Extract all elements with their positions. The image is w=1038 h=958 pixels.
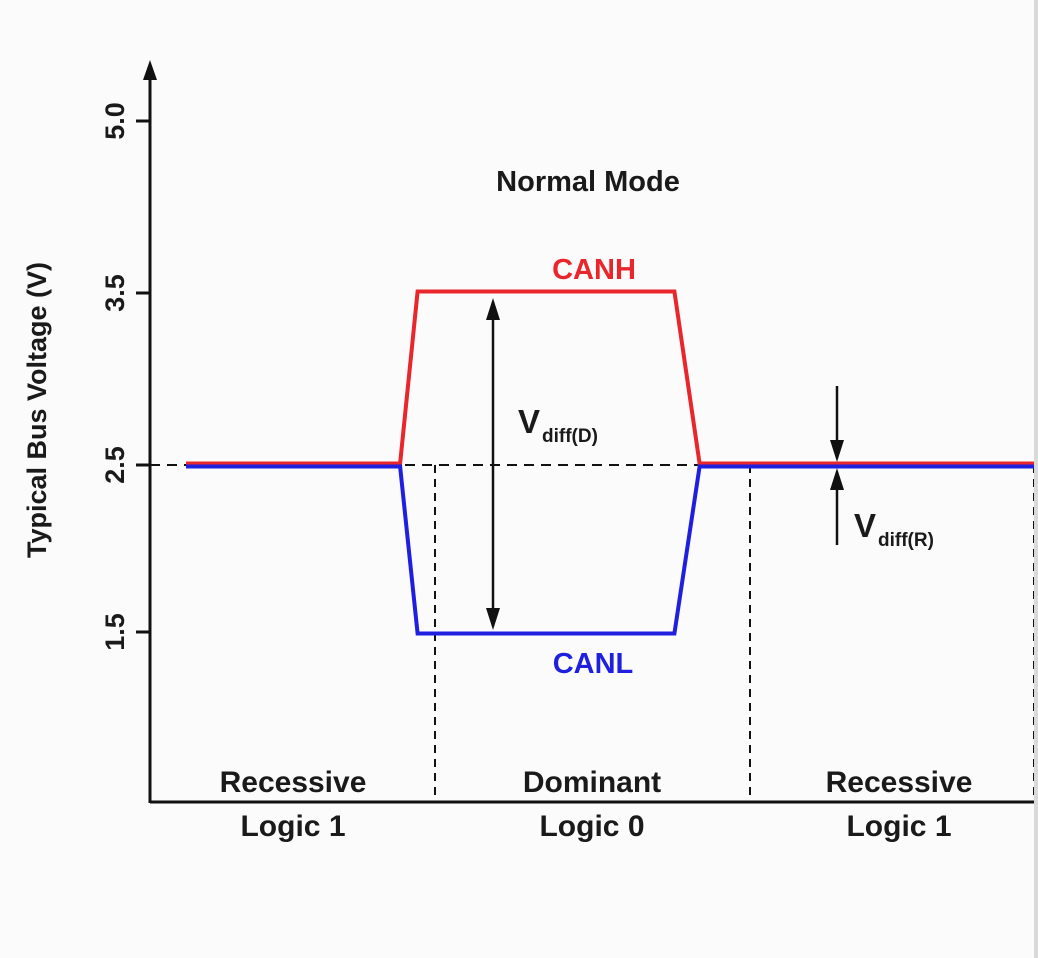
y-ticks: 5.0 3.5 2.5 1.5 (100, 102, 150, 651)
segment-logic-label: Logic 1 (240, 810, 345, 843)
vdiff-d-arrow (486, 298, 500, 630)
y-tick-label: 5.0 (100, 102, 130, 140)
chart-title: Normal Mode (496, 166, 680, 198)
right-edge-border (1034, 0, 1038, 958)
y-axis-arrowhead (143, 60, 157, 80)
segment-logic-label: Logic 0 (539, 810, 644, 843)
canh-label: CANH (552, 254, 636, 286)
canl-label: CANL (553, 648, 634, 680)
canh-series-line (186, 289, 1034, 466)
segment-logic-label: Logic 1 (846, 810, 951, 843)
y-axis-label: Typical Bus Voltage (V) (22, 262, 52, 558)
canl-series-line (186, 464, 1034, 636)
segment-state-label: Recessive (220, 766, 367, 799)
y-tick-label: 1.5 (100, 613, 130, 651)
segment-state-label: Dominant (523, 766, 661, 799)
segment-labels: Recessive Logic 1 Dominant Logic 0 Recessive… (220, 766, 973, 843)
vdiff-r-arrows (830, 386, 844, 545)
segment-state-label: Recessive (826, 766, 973, 799)
y-tick-label: 3.5 (100, 274, 130, 312)
y-tick-label: 2.5 (100, 446, 130, 484)
